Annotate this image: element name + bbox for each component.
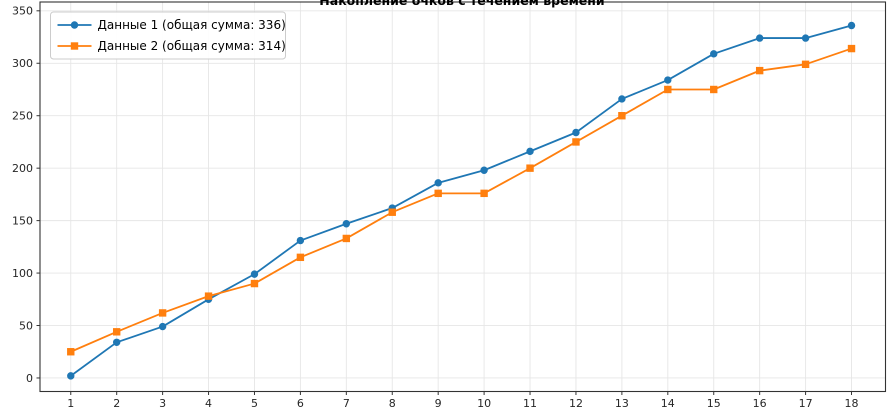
data-point-square xyxy=(801,60,810,69)
plot-border xyxy=(39,1,887,393)
series-layer xyxy=(67,21,856,380)
data-point-square xyxy=(204,292,213,300)
data-point-square xyxy=(434,189,442,198)
y-tick-label: 200 xyxy=(12,162,33,175)
x-tick-label: 17 xyxy=(799,397,813,410)
legend-entry-label: Данные 1 (общая сумма: 336) xyxy=(98,18,286,32)
x-tick-label: 9 xyxy=(435,397,442,410)
tick-layer: 1 2 3 4 5 6 7 8 9 10 11 12 13 14 15 16 17 180501001502002… xyxy=(12,5,859,410)
data-point-circle xyxy=(112,338,121,347)
y-tick-label: 0 xyxy=(26,372,33,385)
y-tick-label: 350 xyxy=(12,5,33,18)
y-tick-label: 250 xyxy=(12,110,33,123)
data-point-square xyxy=(526,164,534,172)
x-tick-label: 2 xyxy=(113,397,120,410)
chart-title: Накопление очков с течением времени xyxy=(319,0,604,8)
grid-layer xyxy=(40,2,886,392)
y-tick-label: 100 xyxy=(12,267,33,280)
data-point-square xyxy=(847,44,856,53)
data-point-square xyxy=(112,328,121,336)
data-point-circle xyxy=(480,166,488,174)
data-point-square xyxy=(710,85,718,94)
data-point-circle xyxy=(572,128,580,137)
x-tick-label: 8 xyxy=(389,397,396,410)
data-point-circle xyxy=(755,34,764,42)
x-tick-label: 16 xyxy=(753,397,767,410)
data-point-circle xyxy=(847,21,856,30)
x-tick-label: 6 xyxy=(297,397,304,410)
data-point-circle xyxy=(801,34,810,42)
legend-box: Данные 1 (общая сумма: 336) Данные 2 (общ… xyxy=(50,11,286,60)
x-tick-label: 15 xyxy=(707,397,721,410)
data-point-circle xyxy=(250,270,259,278)
data-point-square xyxy=(342,234,351,243)
legend-frame xyxy=(50,11,286,60)
series-line-1 xyxy=(69,24,853,377)
axes-spines xyxy=(39,1,887,393)
data-point-square xyxy=(67,348,75,356)
x-tick-label: 18 xyxy=(845,397,859,410)
data-point-square xyxy=(618,112,626,120)
data-point-square xyxy=(480,189,488,198)
x-tick-label: 13 xyxy=(615,397,629,410)
data-point-circle xyxy=(67,372,75,380)
data-point-circle xyxy=(158,322,167,331)
x-tick-label: 1 xyxy=(67,397,74,410)
data-point-square xyxy=(296,253,305,262)
data-point-circle xyxy=(342,220,351,228)
x-tick-label: 14 xyxy=(661,397,675,410)
legend-marker-square xyxy=(70,42,79,50)
legend-entry-label: Данные 2 (общая сумма: 314) xyxy=(98,39,286,53)
x-tick-label: 7 xyxy=(343,397,350,410)
data-point-square xyxy=(250,279,259,288)
x-tick-label: 12 xyxy=(569,397,583,410)
data-point-square xyxy=(158,309,167,317)
y-tick-label: 150 xyxy=(12,214,33,227)
data-point-circle xyxy=(526,147,534,156)
series-line-2 xyxy=(69,47,853,353)
data-point-square xyxy=(388,208,396,216)
x-tick-label: 11 xyxy=(523,397,537,410)
data-point-circle xyxy=(296,236,305,245)
legend-marker-circle xyxy=(70,21,79,29)
x-tick-label: 10 xyxy=(477,397,491,410)
y-tick-label: 300 xyxy=(12,57,33,70)
data-point-square xyxy=(664,85,672,94)
data-point-circle xyxy=(618,95,626,103)
data-point-circle xyxy=(710,50,718,58)
x-tick-label: 5 xyxy=(251,397,258,410)
x-tick-label: 3 xyxy=(159,397,166,410)
data-point-square xyxy=(572,138,580,146)
data-point-circle xyxy=(434,179,442,187)
y-tick-label: 50 xyxy=(19,319,33,332)
x-tick-label: 4 xyxy=(205,397,212,410)
data-point-circle xyxy=(664,76,672,84)
data-point-square xyxy=(755,66,764,75)
